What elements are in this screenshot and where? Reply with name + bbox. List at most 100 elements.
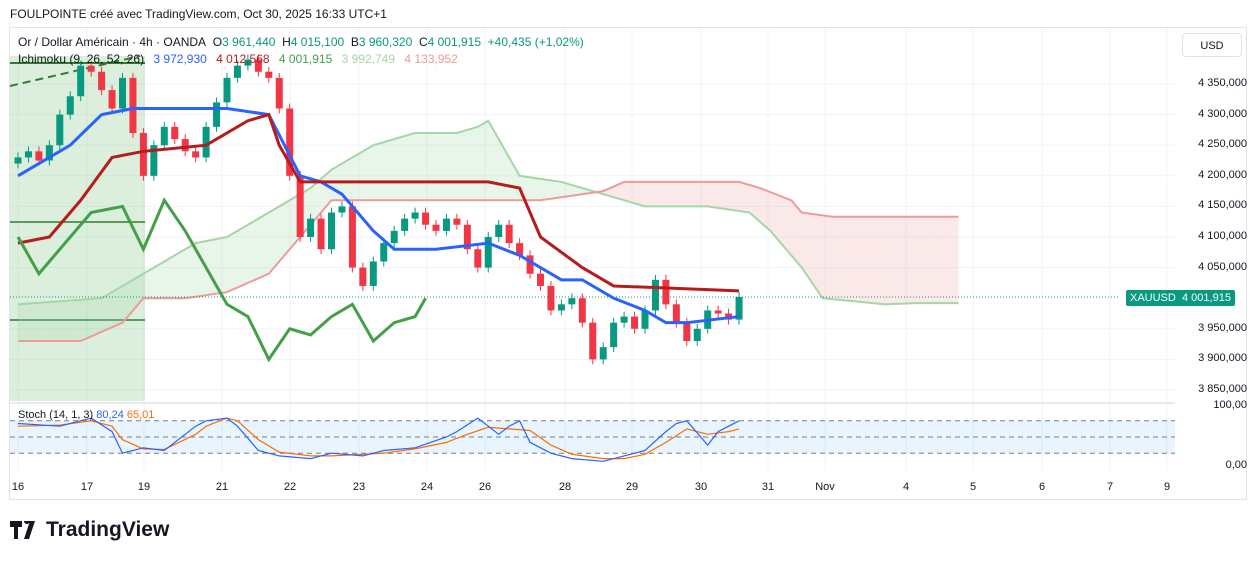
kumo-cloud [80,298,92,342]
price-axis-label: 4 350,000 [1198,77,1247,89]
candle [557,304,565,311]
kumo-cloud [822,215,834,300]
stoch-k-value: 80,24 [96,409,124,421]
candle [233,65,241,78]
candle [453,218,461,225]
symbol-price-tag: XAUUSD [1126,290,1180,306]
kijun-value: 4 012,568 [216,52,270,66]
price-axis-label: 4 200,000 [1198,168,1247,181]
kumo-cloud [718,181,729,210]
kumo-cloud [885,216,896,305]
chikou-line [16,197,427,363]
time-axis-label: 22 [283,481,297,493]
chikou-value: 4 001,915 [278,52,333,66]
kumo-cloud [237,224,248,288]
time-axis-label: 26 [478,481,492,493]
candle [171,126,179,140]
time-axis-label: 23 [352,481,366,493]
tradingview-logo[interactable]: TradingView [10,518,169,542]
candle [56,114,64,146]
kumo-cloud [937,216,949,304]
kumo-cloud [759,188,771,231]
kumo-cloud [739,181,750,213]
span-a-value: 3 992,749 [341,52,396,66]
kumo-cloud [38,302,50,342]
price-axis-label: 3 950,000 [1198,321,1247,334]
candle [735,296,743,320]
candle [254,59,262,72]
kumo-cloud [477,120,489,201]
kumo-cloud [383,139,395,201]
candle [181,139,189,152]
kumo-cloud [227,230,238,293]
candle [338,206,346,213]
candle [369,261,377,286]
kumo-cloud [456,129,468,201]
time-axis-label: 16 [11,481,25,493]
candle [275,77,283,109]
candle [87,65,95,72]
time-axis-label: 17 [80,481,94,493]
kumo-cloud [425,132,436,201]
kumo-cloud [101,292,113,332]
candle [390,230,398,244]
candle [192,151,200,158]
time-axis-label: 4 [902,481,910,493]
kumo-cloud [446,132,457,201]
candle [317,218,325,250]
candle [505,224,513,244]
time-axis-label: 24 [420,481,434,493]
price-chart[interactable] [10,28,1175,498]
kumo-cloud [206,239,217,296]
candle [286,108,294,176]
kumo-cloud [415,132,426,201]
symbol-legend: Or / Dollar Américain · 4h · OANDA O3 96… [18,35,584,49]
kumo-cloud [488,120,499,201]
kumo-cloud [550,180,562,199]
candle [150,145,158,176]
time-axis-label: 9 [1163,481,1171,493]
kumo-cloud [801,212,813,283]
kumo-cloud [467,126,478,201]
kumo-cloud [770,192,781,244]
price-axis-label: 3 900,000 [1198,352,1247,365]
time-axis-label: 5 [969,481,977,493]
kumo-cloud [143,267,154,299]
candle [547,285,555,311]
candle [348,206,356,268]
kumo-cloud [645,181,656,207]
candle [683,322,691,342]
stoch-legend[interactable]: Stoch (14, 1, 3) 80,24 65,01 [18,409,155,421]
kumo-cloud [28,302,39,342]
candle [578,298,586,323]
candle [495,224,503,237]
kumo-cloud [352,151,363,201]
kumo-cloud [791,200,802,268]
kumo-cloud [874,216,886,305]
kumo-cloud [624,181,635,204]
candle [442,218,450,231]
candle [516,243,524,256]
kumo-cloud [362,145,374,201]
kumo-cloud [655,181,666,207]
candle [160,126,168,146]
candle [568,298,576,305]
open-value: 3 961,440 [222,35,276,49]
candle [401,218,409,231]
kumo-cloud [216,237,227,294]
candle [610,322,618,348]
price-axis-label: 3 850,000 [1198,383,1247,395]
candle [265,71,273,78]
ichimoku-legend[interactable]: Ichimoku (9, 26, 52, 26) 3 972,930 4 012… [18,52,464,66]
candle [35,151,43,161]
candle [432,224,440,231]
kumo-cloud [153,261,165,299]
kumo-cloud [540,178,551,201]
symbol-name[interactable]: Or / Dollar Américain · 4h · OANDA [18,35,207,49]
currency-button[interactable]: USD [1182,33,1242,57]
candle [139,132,147,176]
tenkan-line [17,106,740,325]
stoch-axis-label: 100,00 [1213,399,1247,411]
candle [14,157,22,164]
low-value: 3 960,320 [358,35,413,49]
